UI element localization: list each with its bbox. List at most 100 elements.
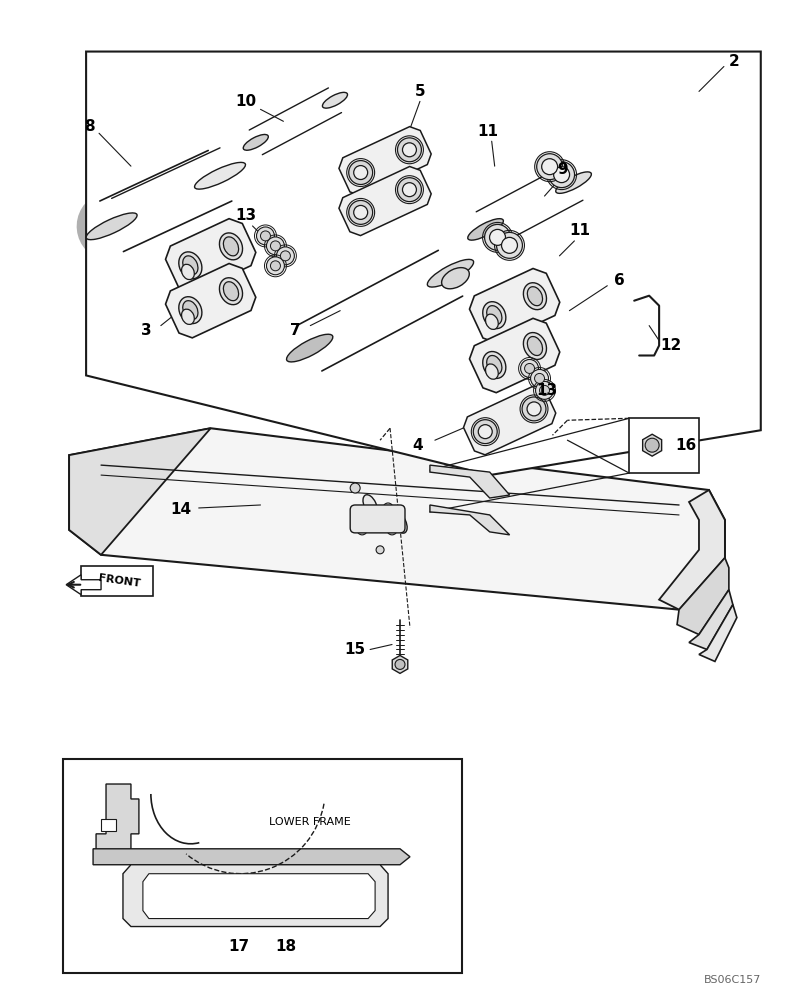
- Text: 9: 9: [558, 162, 568, 177]
- Polygon shape: [339, 166, 431, 236]
- Circle shape: [267, 237, 284, 255]
- Circle shape: [541, 159, 558, 175]
- Bar: [629, 418, 699, 473]
- Circle shape: [553, 167, 570, 183]
- Text: 7: 7: [290, 323, 301, 338]
- Polygon shape: [339, 127, 431, 196]
- Circle shape: [349, 161, 372, 184]
- Circle shape: [271, 261, 280, 271]
- Circle shape: [276, 247, 294, 265]
- Ellipse shape: [486, 306, 502, 325]
- Circle shape: [357, 525, 367, 535]
- Circle shape: [354, 166, 368, 180]
- Circle shape: [524, 363, 535, 373]
- Ellipse shape: [287, 334, 333, 362]
- Text: 11: 11: [478, 124, 499, 139]
- Ellipse shape: [243, 134, 268, 150]
- Circle shape: [478, 425, 492, 439]
- Text: 10: 10: [235, 94, 256, 109]
- Polygon shape: [689, 590, 733, 649]
- Ellipse shape: [528, 337, 542, 356]
- Ellipse shape: [223, 237, 238, 256]
- Circle shape: [497, 232, 523, 258]
- Circle shape: [490, 229, 506, 245]
- Circle shape: [376, 546, 384, 554]
- Ellipse shape: [322, 92, 347, 108]
- Text: 6: 6: [614, 273, 625, 288]
- Circle shape: [349, 200, 372, 224]
- Ellipse shape: [486, 364, 499, 379]
- Circle shape: [267, 257, 284, 275]
- Circle shape: [383, 503, 393, 513]
- Circle shape: [485, 224, 511, 250]
- Ellipse shape: [393, 513, 407, 533]
- Ellipse shape: [442, 268, 469, 289]
- Ellipse shape: [363, 495, 377, 515]
- Polygon shape: [66, 575, 101, 595]
- Circle shape: [256, 227, 275, 245]
- Ellipse shape: [528, 287, 542, 306]
- Circle shape: [402, 183, 416, 197]
- Circle shape: [531, 369, 549, 387]
- Polygon shape: [166, 219, 256, 293]
- Ellipse shape: [183, 301, 198, 320]
- Circle shape: [395, 659, 405, 669]
- Circle shape: [537, 154, 562, 180]
- Polygon shape: [166, 264, 256, 338]
- Circle shape: [535, 373, 545, 383]
- Ellipse shape: [183, 256, 198, 275]
- Polygon shape: [430, 505, 510, 535]
- Polygon shape: [677, 558, 729, 635]
- Polygon shape: [659, 490, 725, 610]
- Ellipse shape: [220, 233, 242, 260]
- Ellipse shape: [220, 278, 242, 305]
- Ellipse shape: [427, 259, 473, 287]
- Text: 18: 18: [275, 939, 296, 954]
- Circle shape: [398, 138, 422, 162]
- Text: 11: 11: [569, 223, 590, 238]
- Ellipse shape: [179, 252, 202, 279]
- Circle shape: [549, 162, 574, 188]
- Circle shape: [527, 402, 541, 416]
- Ellipse shape: [223, 282, 238, 301]
- Polygon shape: [96, 784, 139, 859]
- Polygon shape: [464, 386, 556, 455]
- Circle shape: [645, 438, 659, 452]
- Ellipse shape: [195, 162, 246, 189]
- Ellipse shape: [468, 219, 503, 240]
- Circle shape: [520, 359, 539, 377]
- Circle shape: [473, 420, 497, 444]
- Polygon shape: [69, 428, 725, 610]
- Circle shape: [387, 525, 397, 535]
- Polygon shape: [699, 605, 737, 661]
- Ellipse shape: [482, 352, 506, 378]
- Text: 17: 17: [228, 939, 249, 954]
- Ellipse shape: [182, 309, 194, 324]
- Polygon shape: [123, 865, 388, 927]
- Text: LOWER FRAME: LOWER FRAME: [269, 817, 351, 827]
- Ellipse shape: [182, 264, 194, 280]
- Text: 2: 2: [729, 54, 739, 69]
- Polygon shape: [93, 849, 410, 865]
- Polygon shape: [86, 52, 761, 475]
- Polygon shape: [469, 318, 560, 393]
- Circle shape: [350, 483, 360, 493]
- Bar: [101, 819, 116, 831]
- FancyBboxPatch shape: [350, 505, 405, 533]
- Ellipse shape: [524, 283, 546, 310]
- Text: FRONT: FRONT: [97, 573, 141, 589]
- Polygon shape: [469, 268, 560, 343]
- Ellipse shape: [486, 355, 502, 374]
- Ellipse shape: [556, 172, 591, 193]
- Circle shape: [271, 241, 280, 251]
- Ellipse shape: [524, 333, 546, 359]
- Circle shape: [540, 385, 549, 395]
- Text: BS06C157: BS06C157: [704, 975, 761, 985]
- Ellipse shape: [86, 213, 137, 240]
- Polygon shape: [430, 465, 510, 498]
- Text: 8: 8: [84, 119, 95, 134]
- Text: 12: 12: [660, 338, 682, 353]
- Circle shape: [260, 231, 271, 241]
- Text: 13: 13: [235, 208, 256, 223]
- Circle shape: [280, 251, 290, 261]
